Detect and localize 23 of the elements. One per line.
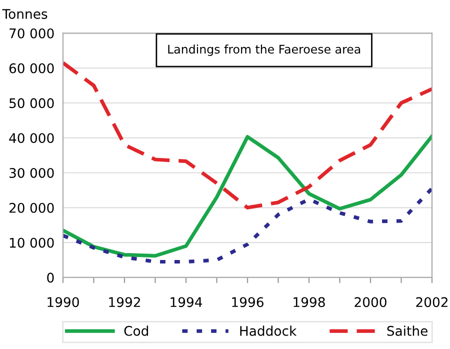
legend-label: Haddock [240,326,297,336]
x-tick-label: 2000 [354,297,386,308]
y-tick-label: 10 000 [10,238,54,248]
x-tick-label: 1998 [294,297,325,308]
legend-label: Cod [124,326,148,336]
text: Landings from the Faeroese area [168,44,360,56]
x-tick-label: 2002 [416,297,448,308]
y-axis-title: Tonnes [2,9,48,19]
line-series [63,186,432,264]
y-tick-label: 20 000 [9,202,54,213]
y-tick-label: 0 [47,272,54,283]
y-tick-label: 50 000 [10,98,54,108]
x-tick-label: 1990 [48,297,79,308]
x-tick-label: 1992 [109,297,140,308]
y-tick-label: 30 000 [10,168,54,178]
y-tick-label: 40 000 [9,133,54,144]
line-series [63,134,432,258]
y-tick-label: 60 000 [9,63,54,74]
line-series [63,61,432,210]
x-tick-label: 1994 [170,297,202,308]
x-tick-label: 1996 [232,297,264,308]
legend-label: Saithe [387,326,428,336]
y-tick-label: 70 000 [10,28,54,38]
